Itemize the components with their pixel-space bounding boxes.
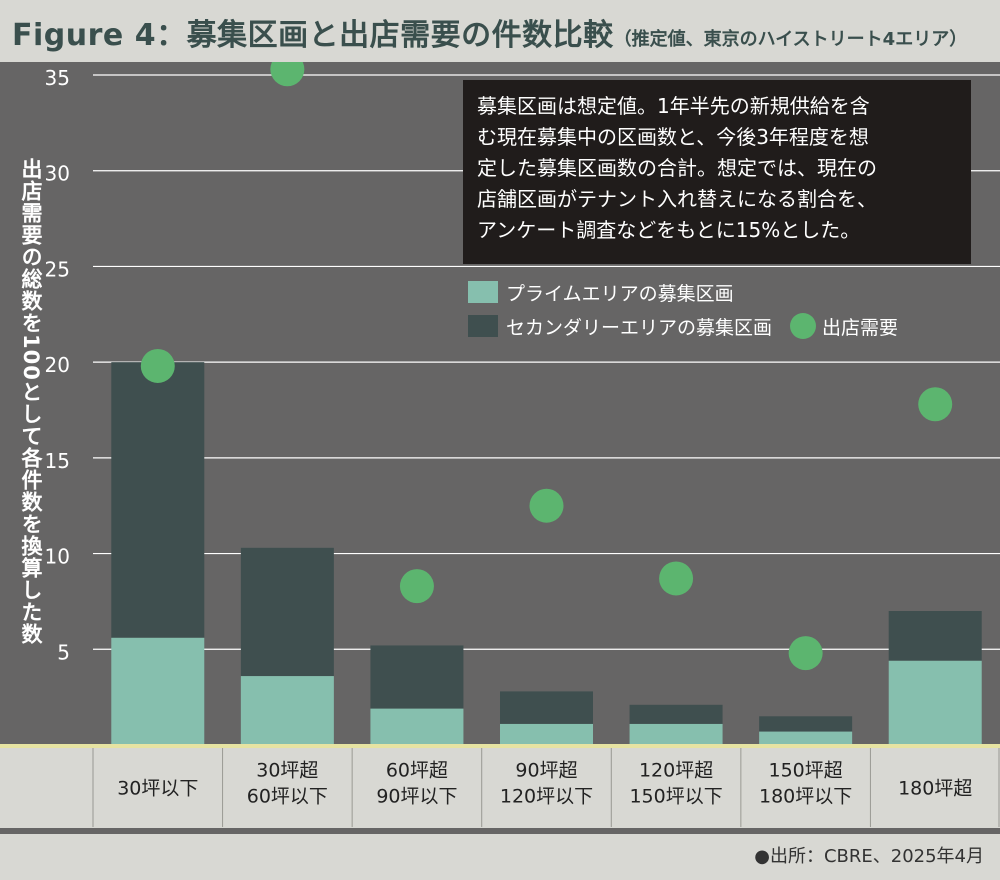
y-tick-label: 20: [45, 353, 70, 377]
x-tick-label: 180坪以下: [759, 786, 852, 808]
demand-point: [399, 569, 434, 604]
demand-point: [918, 387, 953, 422]
note-line: アンケート調査などをもとに15%とした。: [477, 218, 861, 242]
legend-row-prime: プライムエリアの募集区画: [468, 279, 734, 305]
demand-point: [270, 62, 305, 87]
legend-swatch-demand: [790, 313, 817, 339]
x-tick-label: 120坪以下: [500, 786, 593, 808]
y-axis-title: 出店需要の総数を100として各件数を換算した数: [19, 158, 43, 645]
y-tick-label: 30: [45, 162, 70, 186]
bar-prime: [240, 676, 334, 745]
x-tick-label: 150坪以下: [629, 786, 722, 808]
y-tick-label: 35: [45, 66, 70, 90]
figure-title-main: Figure 4：募集区画と出店需要の件数比較: [12, 18, 614, 53]
note-box: 募集区画は想定値。1年半先の新規供給を含 む現在募集中の区画数と、今後3年程度を…: [463, 80, 971, 264]
legend-label-prime: プライムエリアの募集区画: [506, 282, 734, 305]
note-line: 定した募集区画数の合計。想定では、現在の: [477, 156, 877, 180]
x-tick-label: 30坪以下: [117, 778, 198, 800]
note-line: む現在募集中の区画数と、今後3年程度を想: [477, 125, 869, 149]
chart-panel: 0510152025303530坪以下30坪超60坪以下60坪超90坪以下90坪…: [0, 62, 1000, 834]
x-tick-label: 30坪超: [256, 760, 318, 782]
bar-prime: [759, 731, 853, 745]
x-tick-label: 60坪以下: [247, 786, 328, 808]
bar-secondary: [759, 716, 853, 732]
x-tick-label: 180坪超: [898, 778, 972, 800]
bar-prime: [500, 723, 593, 745]
y-tick-label: 25: [45, 257, 70, 281]
figure-title-sub: （推定値、東京のハイストリート4エリア）: [613, 29, 968, 50]
bar-secondary: [629, 704, 723, 724]
x-tick-label: 60坪超: [386, 760, 448, 782]
x-category-band: [0, 748, 1000, 827]
bar-prime: [629, 723, 723, 745]
note-line: 募集区画は想定値。1年半先の新規供給を含: [477, 94, 870, 118]
legend-row-secondary: セカンダリーエリアの募集区画 出店需要: [468, 313, 898, 339]
bar-prime: [888, 660, 982, 745]
demand-point: [788, 636, 823, 671]
x-tick-label: 120坪超: [639, 760, 713, 782]
source-note: ●出所：CBRE、2025年4月: [754, 846, 984, 867]
bar-secondary: [500, 691, 593, 724]
bar-prime: [370, 708, 464, 745]
bar-prime: [111, 637, 205, 745]
legend-label-demand: 出店需要: [822, 316, 899, 339]
bar-secondary: [111, 362, 205, 638]
y-tick-label: 10: [45, 545, 70, 569]
x-tick-label: 90坪超: [515, 760, 577, 782]
demand-point: [140, 348, 175, 383]
demand-point: [529, 488, 564, 523]
bar-secondary: [240, 547, 334, 677]
figure-title: Figure 4：募集区画と出店需要の件数比較（推定値、東京のハイストリート4エ…: [12, 10, 992, 56]
legend-swatch-prime: [468, 281, 498, 303]
demand-point: [659, 561, 694, 596]
x-tick-label: 150坪超: [769, 760, 843, 782]
legend-swatch-secondary: [468, 315, 498, 337]
bar-secondary: [888, 611, 982, 661]
chart-svg: 0510152025303530坪以下30坪超60坪以下60坪超90坪以下90坪…: [0, 62, 1000, 828]
note-line: 店舗区画がテナント入れ替えになる割合を、: [477, 187, 877, 211]
y-tick-label: 5: [57, 640, 70, 664]
legend-label-secondary: セカンダリーエリアの募集区画: [506, 316, 773, 339]
y-tick-label: 15: [45, 449, 70, 473]
x-tick-label: 90坪以下: [376, 786, 457, 808]
bar-secondary: [370, 645, 464, 709]
